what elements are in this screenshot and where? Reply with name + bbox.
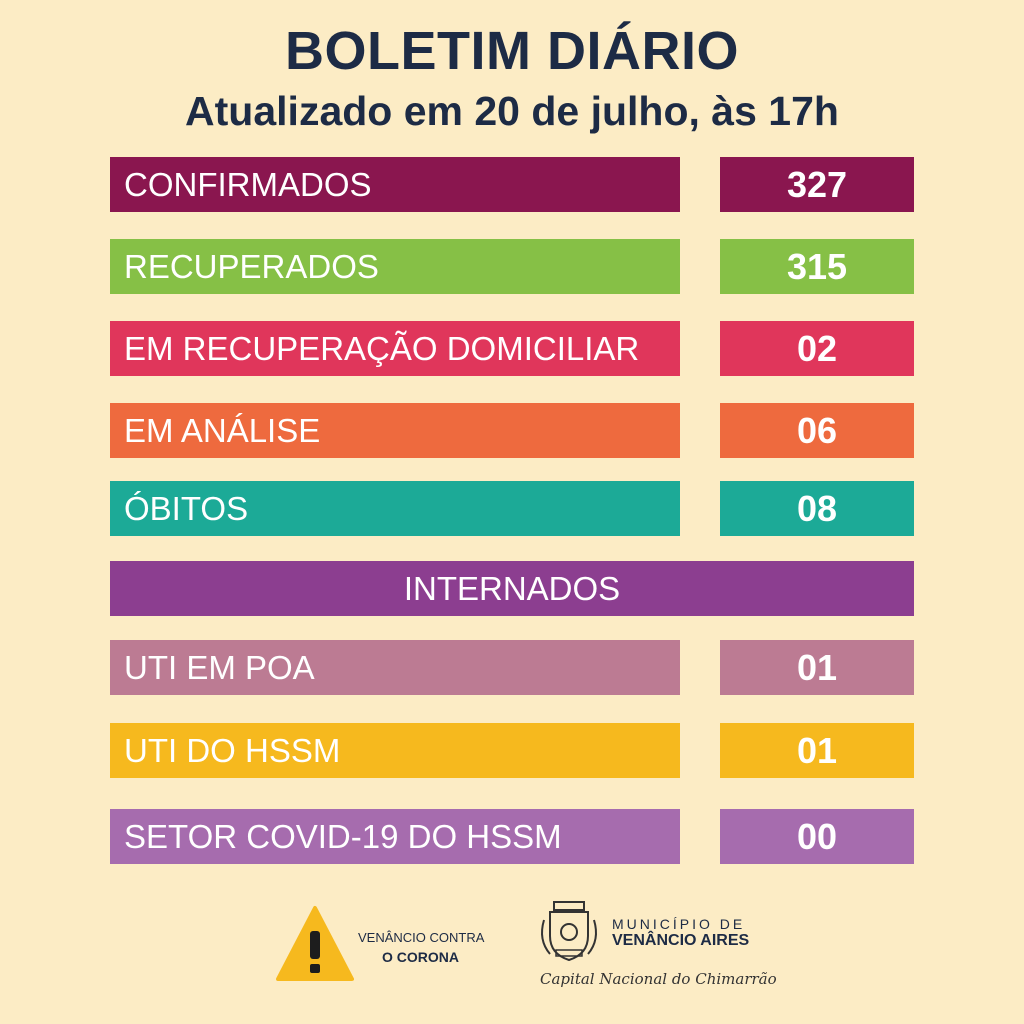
stat-row-recuperacao-domiciliar: EM RECUPERAÇÃO DOMICILIAR 02 bbox=[110, 321, 914, 376]
page-subtitle: Atualizado em 20 de julho, às 17h bbox=[185, 88, 839, 134]
stat-label: SETOR COVID-19 DO HSSM bbox=[110, 809, 680, 864]
stat-value: 08 bbox=[720, 481, 914, 536]
city-name: VENÂNCIO AIRES bbox=[612, 932, 750, 949]
stat-row-em-analise: EM ANÁLISE 06 bbox=[110, 403, 914, 458]
stat-label: CONFIRMADOS bbox=[110, 157, 680, 212]
warning-triangle-icon bbox=[276, 906, 354, 981]
stat-row-obitos: ÓBITOS 08 bbox=[110, 481, 914, 536]
page-title: BOLETIM DIÁRIO bbox=[285, 21, 739, 81]
stat-row-recuperados: RECUPERADOS 315 bbox=[110, 239, 914, 294]
stat-value: 02 bbox=[720, 321, 914, 376]
stat-row-confirmados: CONFIRMADOS 327 bbox=[110, 157, 914, 212]
campaign-text-line1: VENÂNCIO CONTRA bbox=[358, 930, 485, 945]
stat-row-uti-hssm: UTI DO HSSM 01 bbox=[110, 723, 914, 778]
stat-label: UTI EM POA bbox=[110, 640, 680, 695]
stat-value: 327 bbox=[720, 157, 914, 212]
stat-value: 315 bbox=[720, 239, 914, 294]
stat-value: 01 bbox=[720, 640, 914, 695]
municipal-crest-icon bbox=[541, 901, 597, 962]
stat-value: 01 bbox=[720, 723, 914, 778]
section-header-internados: INTERNADOS bbox=[110, 561, 914, 616]
stat-label: UTI DO HSSM bbox=[110, 723, 680, 778]
stat-label: EM ANÁLISE bbox=[110, 403, 680, 458]
stat-row-uti-poa: UTI EM POA 01 bbox=[110, 640, 914, 695]
stat-value: 06 bbox=[720, 403, 914, 458]
municipio-label: MUNICÍPIO DE bbox=[612, 916, 746, 932]
stat-row-setor-covid: SETOR COVID-19 DO HSSM 00 bbox=[110, 809, 914, 864]
municipality-logo: MUNICÍPIO DE VENÂNCIO AIRES Capital Naci… bbox=[536, 900, 777, 995]
stat-label: EM RECUPERAÇÃO DOMICILIAR bbox=[110, 321, 680, 376]
campaign-text-line2: O CORONA bbox=[382, 949, 459, 965]
stat-label: RECUPERADOS bbox=[110, 239, 680, 294]
stat-value: 00 bbox=[720, 809, 914, 864]
campaign-logo: VENÂNCIO CONTRA O CORONA bbox=[276, 905, 506, 985]
city-slogan: Capital Nacional do Chimarrão bbox=[540, 970, 777, 988]
stat-label: ÓBITOS bbox=[110, 481, 680, 536]
